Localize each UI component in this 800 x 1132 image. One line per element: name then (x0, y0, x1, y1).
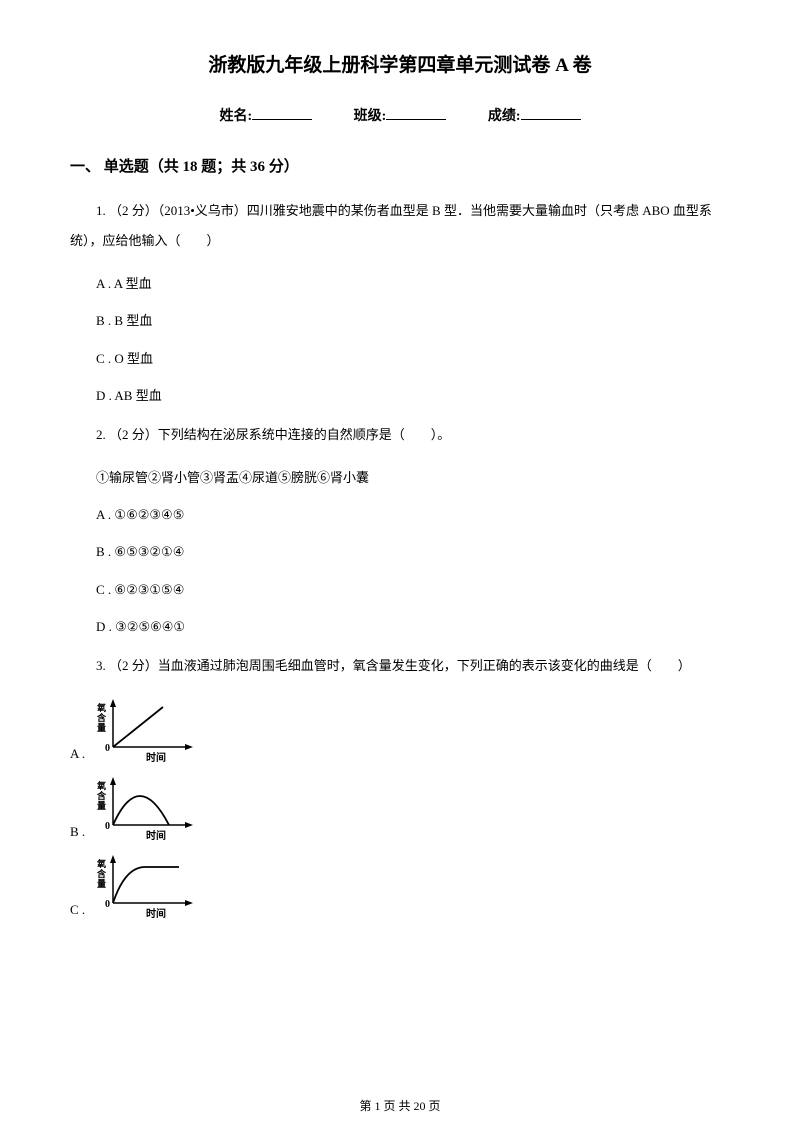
q3-chart-b: 氧 含 量 0 时间 (91, 775, 201, 845)
svg-text:含: 含 (96, 790, 107, 801)
q3-chart-a: 氧 含 量 0 时间 (91, 697, 201, 767)
page-footer: 第 1 页 共 20 页 (0, 1097, 800, 1114)
info-line: 姓名: 班级: 成绩: (70, 105, 730, 125)
svg-text:0: 0 (105, 821, 110, 832)
name-label: 姓名: (219, 109, 252, 124)
svg-text:氧: 氧 (96, 780, 106, 791)
q2-list: ①输尿管②肾小管③肾盂④尿道⑤膀胱⑥肾小囊 (70, 466, 730, 489)
q1-stem-line1: 1. （2 分）（2013•义乌市）四川雅安地震中的某伤者血型是 B 型．当他需… (70, 198, 730, 224)
svg-text:量: 量 (97, 878, 106, 889)
q1-opt-b: B . B 型血 (70, 309, 730, 332)
q2-opt-d: D . ③②⑤⑥④① (70, 615, 730, 638)
q2-stem: 2. （2 分）下列结构在泌尿系统中连接的自然顺序是（ ）。 (70, 422, 730, 448)
q3-opt-c-row: C . 氧 含 量 0 时间 (70, 853, 730, 923)
class-blank (386, 106, 446, 120)
svg-text:时间: 时间 (146, 829, 166, 842)
q2-opt-c: C . ⑥②③①⑤④ (70, 578, 730, 601)
score-blank (521, 106, 581, 120)
q1-opt-d: D . AB 型血 (70, 384, 730, 407)
svg-text:0: 0 (105, 743, 110, 754)
section-header: 一、 单选题（共 18 题；共 36 分） (70, 155, 730, 176)
name-blank (252, 106, 312, 120)
ylabel-icon: 氧 (96, 702, 106, 713)
svg-text:氧: 氧 (96, 858, 106, 869)
svg-text:量: 量 (97, 722, 106, 733)
q2-opt-b: B . ⑥⑤③②①④ (70, 540, 730, 563)
q1-opt-a: A . A 型血 (70, 272, 730, 295)
q1-stem-line2: 统），应给他输入（ ） (70, 228, 730, 254)
q3-opt-c-label: C . (70, 900, 85, 923)
svg-text:时间: 时间 (146, 751, 166, 764)
q3-opt-a-label: A . (70, 744, 85, 767)
svg-text:含: 含 (96, 712, 107, 723)
q3-stem: 3. （2 分）当血液通过肺泡周围毛细血管时，氧含量发生变化，下列正确的表示该变… (70, 653, 730, 679)
score-label: 成绩: (488, 109, 521, 124)
page-title: 浙教版九年级上册科学第四章单元测试卷 A 卷 (70, 50, 730, 77)
q3-chart-c: 氧 含 量 0 时间 (91, 853, 201, 923)
class-label: 班级: (354, 109, 387, 124)
q3-opt-b-label: B . (70, 822, 85, 845)
q3-opt-a-row: A . 氧 含 量 0 时间 (70, 697, 730, 767)
svg-text:时间: 时间 (146, 907, 166, 920)
svg-text:0: 0 (105, 899, 110, 910)
q2-opt-a: A . ①⑥②③④⑤ (70, 503, 730, 526)
svg-text:量: 量 (97, 800, 106, 811)
q3-opt-b-row: B . 氧 含 量 0 时间 (70, 775, 730, 845)
svg-text:含: 含 (96, 868, 107, 879)
q1-opt-c: C . O 型血 (70, 347, 730, 370)
